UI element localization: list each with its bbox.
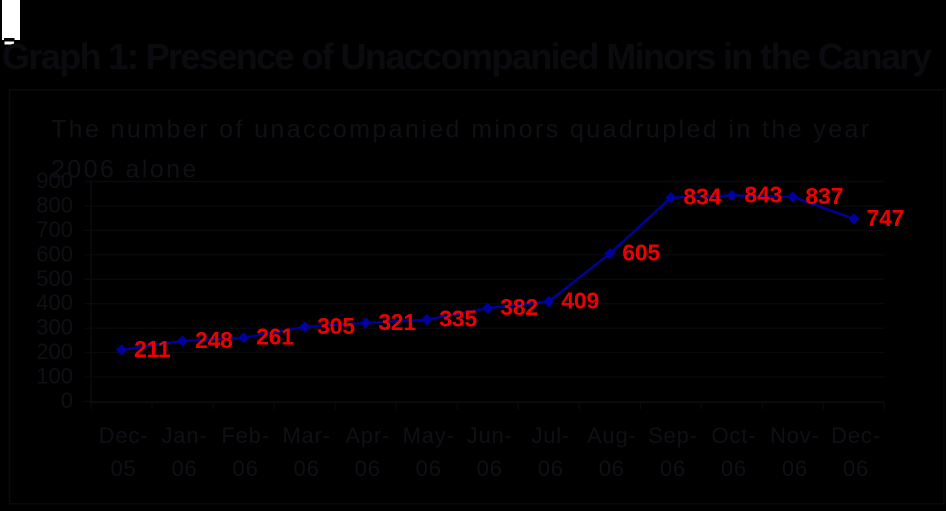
svg-text:Mar-: Mar- xyxy=(282,423,330,448)
svg-text:06: 06 xyxy=(538,456,564,481)
svg-text:Oct-: Oct- xyxy=(712,423,757,448)
svg-text:700: 700 xyxy=(36,217,73,242)
svg-text:843: 843 xyxy=(744,181,782,207)
svg-text:06: 06 xyxy=(355,456,381,481)
svg-text:06: 06 xyxy=(233,456,259,481)
svg-text:The number of unaccompanied mi: The number of unaccompanied minors quadr… xyxy=(51,116,872,144)
svg-text:900: 900 xyxy=(36,168,73,193)
svg-text:382: 382 xyxy=(500,294,538,320)
svg-text:06: 06 xyxy=(843,456,869,481)
svg-text:06: 06 xyxy=(294,456,320,481)
svg-text:06: 06 xyxy=(171,456,197,481)
svg-text:Nov-: Nov- xyxy=(770,423,820,448)
svg-text:Dec-: Dec- xyxy=(831,423,881,448)
svg-text:800: 800 xyxy=(36,192,73,217)
svg-text:335: 335 xyxy=(439,306,477,332)
svg-text:400: 400 xyxy=(36,290,73,315)
svg-text:May-: May- xyxy=(403,423,455,448)
svg-text:Feb-: Feb- xyxy=(221,423,269,448)
svg-text:05: 05 xyxy=(110,456,136,481)
svg-text:100: 100 xyxy=(36,364,73,389)
svg-text:Apr-: Apr- xyxy=(345,423,390,448)
svg-text:300: 300 xyxy=(36,315,73,340)
svg-text:837: 837 xyxy=(805,183,843,209)
svg-text:747: 747 xyxy=(867,205,905,231)
svg-text:305: 305 xyxy=(317,313,355,339)
svg-text:Dec-: Dec- xyxy=(99,423,149,448)
svg-text:Aug-: Aug- xyxy=(587,423,637,448)
svg-text:200: 200 xyxy=(36,339,73,364)
svg-text:834: 834 xyxy=(683,184,721,210)
svg-text:06: 06 xyxy=(477,456,503,481)
svg-text:Graph 1: Presence of Unaccompa: Graph 1: Presence of Unaccompanied Minor… xyxy=(2,36,932,77)
svg-text:211: 211 xyxy=(134,336,171,362)
svg-text:06: 06 xyxy=(599,456,625,481)
svg-text:0: 0 xyxy=(61,388,73,413)
svg-text:Jan-: Jan- xyxy=(162,423,208,448)
svg-text:248: 248 xyxy=(195,327,233,353)
svg-text:06: 06 xyxy=(660,456,686,481)
svg-text:409: 409 xyxy=(561,287,599,313)
svg-text:600: 600 xyxy=(36,241,73,266)
svg-text:Jun-: Jun- xyxy=(467,423,513,448)
svg-text:261: 261 xyxy=(256,324,294,350)
svg-text:Sep-: Sep- xyxy=(648,423,698,448)
svg-text:06: 06 xyxy=(782,456,808,481)
svg-text:321: 321 xyxy=(378,309,416,335)
svg-text:Jul-: Jul- xyxy=(531,423,570,448)
svg-text:06: 06 xyxy=(416,456,442,481)
svg-text:06: 06 xyxy=(721,456,747,481)
svg-text:500: 500 xyxy=(36,266,73,291)
svg-text:605: 605 xyxy=(622,240,660,266)
svg-text:2006 alone: 2006 alone xyxy=(51,156,199,184)
